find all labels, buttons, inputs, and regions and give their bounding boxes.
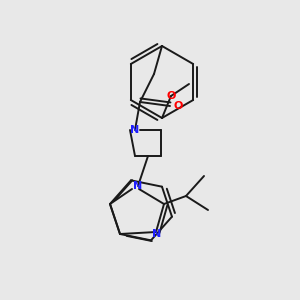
Text: N: N bbox=[130, 125, 140, 135]
Text: O: O bbox=[173, 101, 183, 111]
Text: O: O bbox=[166, 91, 176, 101]
Text: N: N bbox=[134, 181, 142, 191]
Text: N: N bbox=[152, 229, 162, 239]
